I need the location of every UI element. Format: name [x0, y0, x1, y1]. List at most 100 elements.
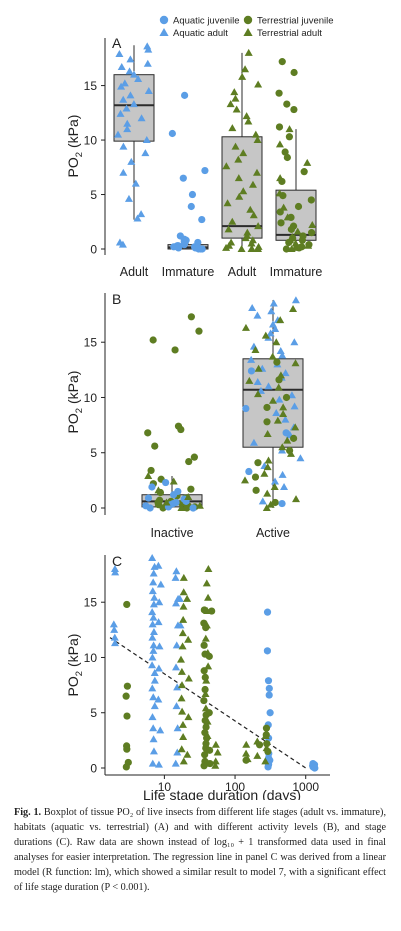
a-point-77: [235, 192, 244, 200]
b-point-128: [242, 404, 250, 413]
c-point-89: [179, 757, 188, 765]
c-point-8: [149, 569, 158, 577]
b-point-124: [251, 473, 260, 481]
c-point-18: [149, 641, 158, 649]
a-x-tick-label-2: Adult: [228, 265, 257, 279]
b-point-62: [247, 355, 256, 363]
a-point-15: [122, 104, 131, 112]
b-point-92: [291, 359, 300, 367]
legend-marker-aquatic-juvenile: [159, 15, 169, 25]
b-point-60: [276, 347, 285, 355]
c-point-77: [179, 602, 188, 610]
c-point-110: [211, 740, 220, 748]
c-point-37: [154, 664, 163, 672]
c-point-22: [150, 668, 159, 676]
b-point-51: [267, 307, 276, 315]
b-point-104: [283, 436, 292, 444]
a-point-66: [228, 124, 237, 132]
c-point-130: [200, 606, 208, 614]
c-point-78: [179, 615, 188, 623]
b-point-47: [177, 504, 186, 511]
c-point-48: [173, 683, 182, 691]
b-point-116: [273, 358, 281, 366]
c-point-81: [176, 655, 185, 663]
b-point-79: [296, 454, 305, 462]
a-point-81: [228, 217, 237, 225]
a-point-36: [188, 190, 197, 199]
a-point-8: [134, 75, 143, 83]
c-point-113: [211, 761, 220, 769]
b-point-103: [263, 429, 272, 437]
b-point-2: [149, 336, 157, 344]
c-point-5: [111, 639, 120, 647]
figure: Aquatic juvenile Terrestrial juvenile Aq…: [65, 15, 334, 801]
c-point-151: [205, 709, 213, 717]
c-point-52: [171, 759, 180, 767]
b-point-6: [144, 429, 152, 437]
a-point-65: [244, 117, 253, 125]
a-point-18: [123, 119, 132, 127]
b-point-73: [272, 408, 281, 416]
a-point-37: [187, 202, 195, 211]
c-point-15: [148, 620, 157, 628]
a-point-103: [285, 133, 293, 141]
c-point-30: [149, 747, 158, 755]
caption-lead: Fig. 1.: [14, 807, 42, 818]
c-point-135: [200, 667, 208, 675]
c-point-114: [242, 740, 251, 748]
c-point-148: [200, 762, 208, 770]
b-point-10: [147, 466, 155, 475]
b-point-48: [291, 296, 300, 304]
c-point-137: [201, 685, 209, 694]
a-point-19: [123, 125, 132, 133]
legend-label-terrestrial-adult: Terrestrial adult: [257, 28, 322, 39]
c-point-104: [201, 689, 210, 697]
b-point-30: [144, 494, 153, 502]
b-point-125: [252, 486, 260, 494]
b-point-98: [268, 396, 277, 404]
a-point-5: [117, 63, 126, 71]
c-point-82: [177, 667, 186, 675]
b-point-84: [258, 497, 267, 505]
a-point-73: [252, 168, 261, 176]
c-point-19: [149, 646, 158, 654]
b-point-49: [269, 299, 278, 307]
c-point-21: [148, 661, 157, 669]
c-point-97: [204, 593, 213, 601]
c-point-51: [173, 748, 182, 756]
a-point-23: [141, 149, 150, 157]
c-point-143: [203, 734, 211, 742]
c-point-132: [202, 624, 210, 632]
a-point-21: [142, 136, 151, 144]
c-point-127: [123, 745, 131, 753]
c-point-76: [179, 588, 188, 596]
a-point-9: [120, 79, 129, 87]
c-point-12: [149, 600, 158, 608]
c-point-129: [122, 763, 130, 771]
c-point-17: [148, 633, 157, 641]
c-point-54: [176, 621, 185, 629]
c-point-159: [264, 747, 272, 756]
b-x-tick-label-0: Inactive: [150, 526, 193, 540]
c-y-tick-label-2: 10: [84, 651, 98, 665]
a-point-101: [290, 105, 298, 114]
a-point-11: [144, 87, 153, 95]
c-point-11: [150, 593, 159, 601]
a-point-64: [242, 112, 251, 120]
a-point-96: [247, 245, 256, 252]
c-point-6: [148, 554, 157, 561]
b-point-131: [278, 499, 286, 508]
b-point-85: [289, 305, 298, 313]
a-point-50: [174, 244, 183, 252]
legend-entry-aquatic-adult: Aquatic adult: [159, 28, 228, 39]
legend-label-aquatic-juvenile: Aquatic juvenile: [173, 16, 240, 27]
c-point-75: [179, 573, 188, 581]
c-point-133: [200, 641, 208, 649]
panel-b-points: [142, 296, 305, 512]
b-point-1: [195, 327, 203, 335]
c-point-140: [201, 716, 209, 725]
b-point-127: [247, 367, 256, 375]
c-point-74: [311, 764, 319, 772]
a-point-35: [179, 174, 187, 182]
a-point-69: [231, 142, 240, 150]
